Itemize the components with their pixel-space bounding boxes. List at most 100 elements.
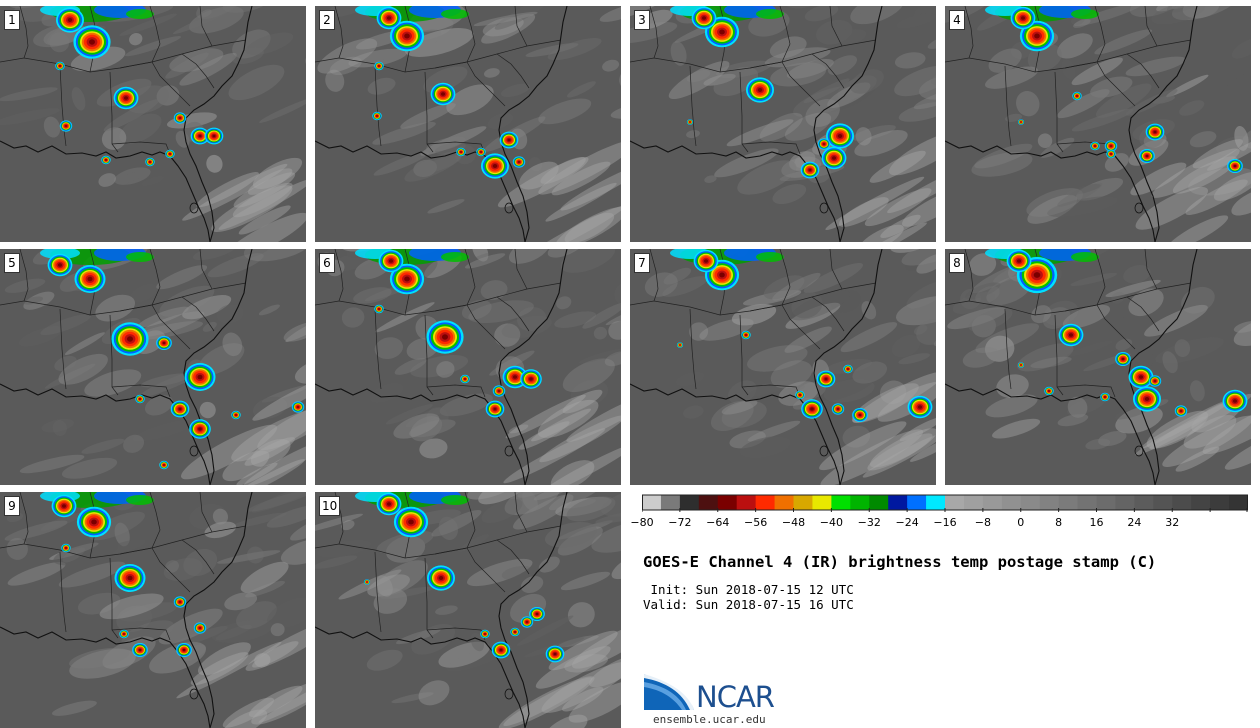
storm-cell bbox=[408, 519, 414, 525]
cloud-texture bbox=[199, 401, 216, 419]
satellite-map bbox=[315, 492, 621, 728]
state-border bbox=[649, 6, 659, 59]
satellite-map bbox=[945, 249, 1251, 485]
cloud-texture bbox=[458, 116, 518, 142]
cloud-texture bbox=[560, 249, 616, 273]
cloud-band bbox=[541, 661, 621, 713]
colorbar-segment bbox=[831, 495, 851, 510]
cloud-texture bbox=[504, 492, 561, 515]
coastline bbox=[315, 626, 526, 728]
cloud-texture bbox=[840, 322, 898, 353]
cloud-texture bbox=[98, 173, 116, 187]
cold-cloud-top bbox=[441, 252, 469, 262]
cloud-texture bbox=[6, 537, 28, 560]
member-panel-6: 6 bbox=[315, 249, 621, 485]
cloud-texture bbox=[103, 99, 160, 132]
cloud-texture bbox=[259, 98, 306, 123]
cloud-texture bbox=[69, 647, 130, 669]
storm-cell bbox=[824, 377, 828, 381]
storm-cell bbox=[65, 547, 67, 549]
cloud-band bbox=[869, 428, 936, 468]
cloud-texture bbox=[400, 103, 456, 129]
colorbar-segment bbox=[1001, 495, 1022, 510]
cloud-band bbox=[825, 176, 925, 231]
state-border bbox=[496, 539, 530, 575]
lake-outline bbox=[1134, 445, 1144, 457]
cloud-texture bbox=[95, 294, 136, 322]
cloud-texture bbox=[566, 81, 596, 98]
storm-cell bbox=[149, 161, 151, 163]
cloud-texture bbox=[971, 152, 1033, 177]
cloud-band bbox=[252, 641, 299, 668]
cloud-texture bbox=[22, 296, 43, 305]
cloud-texture bbox=[975, 323, 1040, 353]
storm-cell bbox=[179, 117, 181, 119]
cloud-texture bbox=[64, 332, 105, 355]
cloud-band bbox=[1183, 414, 1237, 449]
cloud-band bbox=[1192, 139, 1243, 169]
cloud-texture bbox=[731, 303, 777, 326]
cloud-band bbox=[197, 642, 251, 676]
cloud-texture bbox=[206, 154, 223, 173]
cloud-texture bbox=[140, 373, 191, 388]
cloud-texture bbox=[1071, 57, 1123, 86]
cloud-band bbox=[247, 168, 293, 195]
cloud-texture bbox=[165, 52, 209, 79]
cloud-texture bbox=[413, 159, 437, 178]
cloud-band bbox=[1140, 398, 1235, 449]
cloud-texture bbox=[123, 434, 145, 453]
panel-number-label: 5 bbox=[4, 253, 20, 273]
storm-cell bbox=[297, 406, 299, 408]
cloud-texture bbox=[114, 522, 130, 547]
storm-cell bbox=[1104, 396, 1106, 398]
cloud-texture bbox=[548, 492, 606, 511]
cloud-band bbox=[251, 679, 306, 725]
cloud-texture bbox=[1128, 288, 1164, 317]
cloud-band bbox=[1175, 446, 1220, 472]
cloud-texture bbox=[494, 323, 521, 347]
coastline bbox=[315, 383, 526, 485]
storm-cell bbox=[480, 151, 482, 153]
cloud-texture bbox=[630, 22, 678, 44]
cloud-texture bbox=[44, 363, 96, 389]
cloud-texture bbox=[204, 521, 237, 539]
satellite-map bbox=[630, 6, 936, 242]
state-border bbox=[466, 304, 506, 350]
cloud-texture bbox=[894, 52, 926, 69]
storm-cell bbox=[127, 336, 133, 342]
storm-cell bbox=[138, 648, 142, 652]
storm-cell bbox=[858, 413, 862, 417]
cloud-texture bbox=[367, 77, 396, 95]
storm-cell bbox=[799, 394, 801, 396]
map-background bbox=[315, 6, 621, 242]
colorbar-segment bbox=[1058, 495, 1079, 510]
cloud-texture bbox=[721, 401, 767, 428]
storm-cell bbox=[199, 627, 201, 629]
cloud-texture bbox=[1017, 343, 1074, 372]
storm-cell bbox=[163, 464, 165, 466]
cloud-band bbox=[252, 157, 303, 189]
storm-cell bbox=[1110, 153, 1112, 155]
cloud-texture bbox=[1085, 438, 1111, 450]
cloud-texture bbox=[662, 276, 708, 297]
cloud-texture bbox=[129, 32, 143, 46]
cloud-texture bbox=[366, 649, 403, 671]
cloud-band bbox=[226, 459, 305, 485]
state-border bbox=[149, 492, 161, 549]
storm-cell bbox=[182, 648, 186, 652]
cloud-texture bbox=[975, 286, 1000, 304]
cloud-band bbox=[531, 408, 592, 442]
state-border bbox=[811, 296, 845, 332]
cloud-texture bbox=[894, 65, 936, 97]
cloud-texture bbox=[418, 155, 462, 174]
cloud-texture bbox=[267, 597, 306, 629]
cloud-texture bbox=[562, 358, 615, 393]
colorbar-tick-label: −64 bbox=[706, 516, 730, 529]
storm-cell bbox=[832, 156, 836, 160]
cloud-band bbox=[1135, 186, 1209, 230]
cloud-texture bbox=[317, 38, 378, 74]
cloud-texture bbox=[1189, 380, 1205, 402]
state-border bbox=[334, 249, 344, 302]
cloud-texture bbox=[458, 534, 489, 552]
cloud-texture bbox=[913, 86, 936, 110]
